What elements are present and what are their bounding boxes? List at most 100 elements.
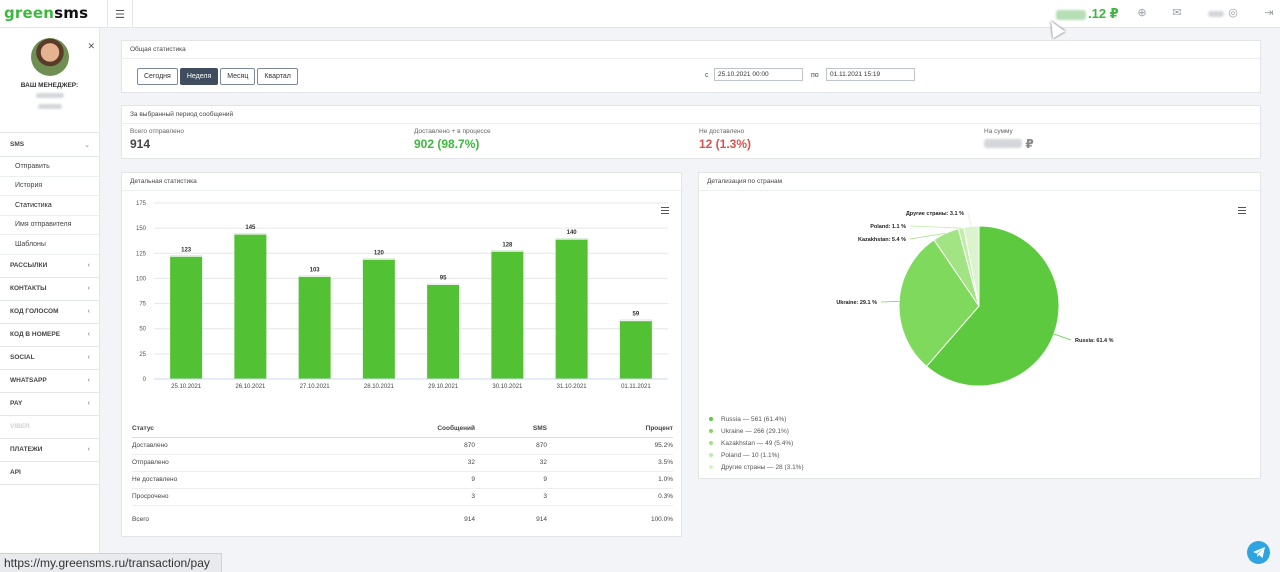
kpi-value: 12 (1.3%) [699,137,752,151]
messages-cell: 32 [365,454,475,472]
pie-slice [925,225,1060,387]
sidebar-section-contacts[interactable]: КОНТАКТЫ ‹ [0,278,99,301]
user-name-hidden [1208,11,1224,17]
table-header-row: Статус Сообщений SMS Процент [132,421,673,438]
sidebar-section-label: PAY [10,400,23,407]
manager-name-hidden [35,93,64,98]
status-cell: Отправлено [132,454,365,472]
x-tick-label: 28.10.2021 [364,384,395,390]
logout-icon[interactable]: ⇥ [1264,7,1274,19]
pie-data-label: Другие страны: 3.1 % [906,211,964,217]
pie-chart: Russia: 61.4 % Ukraine: 29.1 % Kazakhstan:… [836,211,1114,387]
sidebar-section-voice-code[interactable]: КОД ГОЛОСОМ ‹ [0,301,99,324]
chevron-left-icon: ‹ [87,262,90,269]
legend-dot [709,453,713,457]
add-funds-icon[interactable]: ⊕ [1137,7,1147,19]
sidebar-section-payments[interactable]: ПЛАТЕЖИ ‹ [0,439,99,462]
sidebar-section-number-code[interactable]: КОД В НОМЕРЕ ‹ [0,324,99,347]
bar-data-label: 123 [181,247,192,253]
currency-symbol: ₽ [1025,137,1034,151]
legend-item[interactable]: Poland — 10 (1.1%) [709,449,804,461]
legend-item[interactable]: Другие страны — 28 (3.1%) [709,461,804,473]
sidebar-section-sms[interactable]: SMS ⌄ [0,133,99,157]
telegram-plane-icon [1252,547,1265,558]
date-from-input[interactable]: 25.10.2021 00:00 [714,68,803,81]
legend-item[interactable]: Kazakhstan — 49 (5.4%) [709,437,804,449]
y-tick-label: 50 [139,327,146,333]
chevron-left-icon: ‹ [87,308,90,315]
sidebar-section-pay[interactable]: PAY ‹ [0,393,99,416]
x-tick-label: 27.10.2021 [300,384,331,390]
close-icon[interactable]: ✕ [87,41,95,51]
bar [491,250,524,379]
sidebar-item-sender-name[interactable]: Имя отправителя [0,216,99,235]
kpi-label: На сумму [984,128,1013,135]
top-bar: greensms ☰ .12 ₽ ⊕ ✉ ◎ ⇥ [0,0,1280,28]
bar [619,319,652,379]
status-cell: Просрочено [132,488,365,506]
table-total-row: Всего 914 914 100.0% [132,505,673,533]
status-table: Статус Сообщений SMS Процент Доставлено … [132,421,673,533]
sms-cell: 3 [475,488,547,506]
sms-cell: 32 [475,454,547,472]
bar-data-label: 59 [633,312,640,318]
period-week-button[interactable]: Неделя [179,68,219,85]
kpi-label: Доставлено + в процессе [414,128,491,135]
chart-menu-icon[interactable] [1238,207,1246,214]
mail-icon[interactable]: ✉ [1172,7,1182,19]
user-icon[interactable]: ◎ [1228,7,1238,19]
period-month-button[interactable]: Месяц [220,68,256,85]
table-row: Просрочено 3 3 0.3% [132,488,673,506]
balance[interactable]: .12 ₽ [1056,6,1119,22]
manager-block: ✕ ВАШ МЕНЕДЖЕР: [0,38,99,133]
table-row: Доставлено 870 870 95.2% [132,437,673,455]
table-row: Отправлено 32 32 3.5% [132,454,673,472]
period-buttons: Сегодня Неделя Месяц Квартал [137,68,300,85]
bar-data-label: 120 [374,250,385,256]
sidebar-item-send[interactable]: Отправить [0,157,99,177]
sidebar-section-api[interactable]: API [0,462,99,485]
legend-item[interactable]: Ukraine — 266 (29.1%) [709,425,804,437]
menu-toggle-icon[interactable]: ☰ [107,0,133,28]
sms-cell: 870 [475,437,547,455]
period-today-button[interactable]: Сегодня [137,68,178,85]
sidebar-item-statistics[interactable]: Статистика [0,196,99,216]
sidebar: ✕ ВАШ МЕНЕДЖЕР: SMS ⌄ Отправить История С… [0,28,100,572]
bar-cap [619,319,652,322]
sidebar-section-label: VIBER [10,423,30,430]
status-bar-url: https://my.greensms.ru/transaction/pay [0,553,222,572]
sidebar-section-social[interactable]: SOCIAL ‹ [0,347,99,370]
pie-connector [909,232,946,240]
sidebar-item-templates[interactable]: Шаблоны [0,235,99,255]
status-cell: Всего [132,515,150,523]
bar-data-label: 145 [245,225,256,231]
x-tick-label: 25.10.2021 [171,384,202,390]
date-to-input[interactable]: 01.11.2021 15:19 [826,68,915,81]
period-quarter-button[interactable]: Квартал [257,68,298,85]
bar-data-label: 140 [567,230,578,236]
logo[interactable]: greensms [4,4,104,24]
telegram-icon[interactable] [1247,541,1270,564]
sidebar-section-whatsapp[interactable]: WHATSAPP ‹ [0,370,99,393]
x-tick-label: 30.10.2021 [492,384,523,390]
chevron-left-icon: ‹ [87,446,90,453]
chart-menu-icon[interactable] [661,207,669,214]
sidebar-section-label: КОД ГОЛОСОМ [10,308,59,315]
column-header: Сообщений [365,421,475,438]
logo-dark-text: sms [54,4,89,22]
sidebar-item-history[interactable]: История [0,177,99,196]
sidebar-item-label: История [15,182,43,190]
sidebar-item-label: Шаблоны [15,240,46,248]
card-title: Общая статистика [122,41,1260,59]
chevron-left-icon: ‹ [87,400,90,407]
bar-cap [170,255,203,257]
y-tick-label: 25 [139,352,146,358]
messages-cell: 870 [365,437,475,455]
legend-item[interactable]: Russia — 561 (61.4%) [709,413,804,425]
table-row: Не доставлено 9 9 1.0% [132,471,673,489]
sidebar-section-mailings[interactable]: РАССЫЛКИ ‹ [0,255,99,278]
bar-data-label: 128 [502,242,513,248]
card-title: Детализация по странам [699,173,1260,191]
y-tick-label: 75 [139,302,146,308]
x-tick-label: 26.10.2021 [235,384,266,390]
